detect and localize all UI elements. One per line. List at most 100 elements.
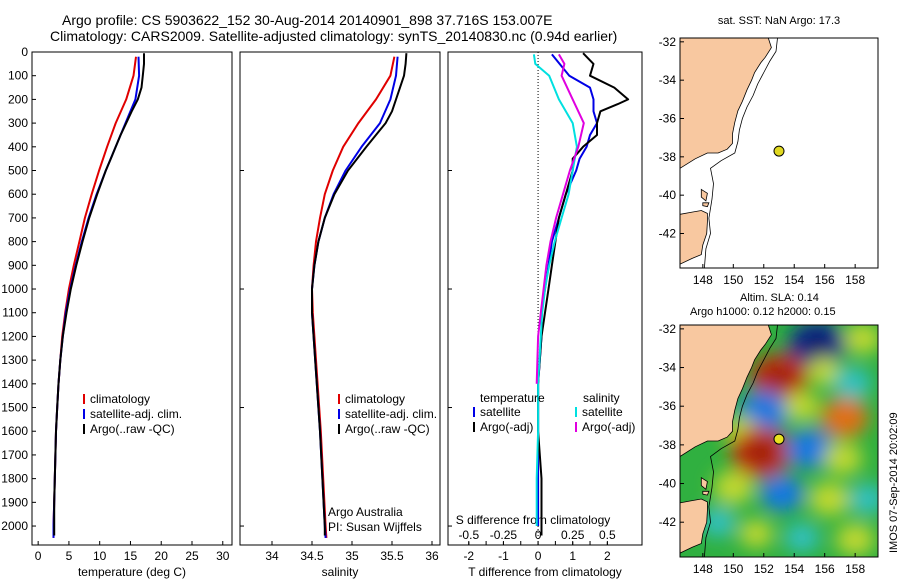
sla-anomaly (820, 398, 869, 438)
series-line-satellite-adj-clim- (52, 56, 141, 538)
legend-label: satellite (582, 405, 623, 419)
depth-tick-label: 200 (8, 92, 28, 106)
sla-anomaly (844, 325, 878, 355)
depth-tick-label: 0 (21, 45, 28, 59)
x-tick-label: 5 (66, 549, 73, 563)
sla-map-subtitle: Argo h1000: 0.12 h2000: 0.15 (690, 306, 836, 318)
sla-anomaly-core (745, 441, 776, 465)
depth-tick-label: 1200 (1, 329, 28, 343)
lat-tick-label: -34 (659, 361, 677, 375)
legend-label: Argo(-adj) (480, 420, 533, 434)
depth-tick-label: 1500 (1, 401, 28, 415)
sla-anomaly (712, 470, 754, 505)
depth-tick-label: 2000 (1, 519, 28, 533)
x-tick-label: 34.5 (300, 549, 324, 563)
legend-title-temperature: temperature (480, 391, 545, 405)
difference-x2label: S difference from climatology (456, 513, 611, 527)
lat-tick-label: -42 (659, 227, 677, 241)
salinity-frame (239, 51, 441, 546)
lat-tick-label: -38 (659, 438, 677, 452)
lon-tick-label: 156 (815, 273, 835, 287)
depth-tick-label: 1000 (1, 282, 28, 296)
lon-tick-label: 154 (784, 273, 804, 287)
x-tick-label: 36 (425, 549, 439, 563)
lat-tick-label: -42 (659, 515, 677, 529)
depth-tick-label: 1900 (1, 495, 28, 509)
x-tick-label: 15 (124, 549, 138, 563)
sst_map-frame (679, 37, 879, 269)
lat-tick-label: -32 (659, 35, 677, 49)
island-land (702, 490, 710, 496)
legend-label: satellite-adj. clim. (345, 407, 437, 421)
sla-map-title: Altim. SLA: 0.14 (740, 292, 819, 304)
argo-float-marker (773, 433, 785, 445)
depth-tick-label: 1300 (1, 353, 28, 367)
x-tick-label: -2 (463, 549, 474, 563)
temperature-frame (31, 51, 233, 546)
lat-tick-label: -32 (659, 322, 677, 336)
lon-tick-label: 158 (845, 273, 865, 287)
legend-label: Argo(..raw -QC) (90, 422, 175, 436)
lon-tick-label: 148 (693, 273, 713, 287)
sla-anomaly (835, 523, 875, 556)
lat-tick-label: -38 (659, 150, 677, 164)
argo-float-marker (773, 145, 785, 157)
isobath-line (704, 38, 778, 268)
salinity-xlabel: salinity (322, 565, 359, 579)
series-line-s-satellite (532, 54, 578, 526)
depth-tick-label: 900 (8, 258, 28, 272)
x-tick-label: 30 (216, 549, 230, 563)
timestamp-watermark: IMOS 07-Sep-2014 20:02:09 (888, 412, 900, 553)
lat-tick-label: -34 (659, 73, 677, 87)
island-land (700, 476, 708, 491)
difference-xlabel: T difference from climatology (468, 565, 622, 579)
difference-frame (447, 51, 643, 546)
lon-tick-label: 152 (754, 273, 774, 287)
lon-tick-label: 154 (784, 562, 804, 576)
sla-anomaly (807, 357, 842, 386)
sla_map-frame (679, 324, 879, 558)
island-land (700, 188, 708, 202)
island-land (702, 202, 710, 208)
sla-anomaly-core (802, 333, 832, 356)
lon-tick-label: 148 (693, 562, 713, 576)
sla-anomaly (783, 391, 820, 422)
sla-anomaly (759, 474, 805, 512)
series-line-t-satellite (537, 53, 598, 526)
depth-tick-label: 400 (8, 140, 28, 154)
x-tick-label: 10 (93, 549, 107, 563)
sla-anomaly (700, 507, 736, 538)
sla-anomaly (785, 428, 834, 469)
figure-title-line2: Climatology: CARS2009. Satellite-adjuste… (50, 28, 618, 44)
sla-anomaly-core (764, 366, 794, 389)
x2-tick-label: 0.25 (561, 528, 585, 542)
annotation-institution: Argo Australia (328, 505, 403, 519)
x-tick-label: 20 (155, 549, 169, 563)
x2-tick-label: 0.5 (599, 528, 616, 542)
x-tick-label: 35 (345, 549, 359, 563)
legend-label: climatology (345, 392, 405, 406)
tasmania-land (680, 210, 708, 268)
temperature-panel: 0100200300400500600700800900100011001200… (1, 45, 233, 579)
sla-anomaly (739, 519, 774, 548)
x-tick-label: 34 (265, 549, 279, 563)
depth-tick-label: 1400 (1, 377, 28, 391)
australia-land (680, 325, 772, 457)
australia-land (680, 38, 772, 169)
x-tick-label: 1 (569, 549, 576, 563)
depth-tick-label: 800 (8, 235, 28, 249)
sla-anomaly (823, 442, 863, 475)
legend-label: satellite (480, 405, 521, 419)
series-line-s-argo-adj- (535, 53, 585, 384)
lat-tick-label: -36 (659, 112, 677, 126)
legend-label: Argo(..raw -QC) (345, 422, 430, 436)
x-tick-label: 2 (604, 549, 611, 563)
annotation-pi: PI: Susan Wijffels (328, 520, 422, 534)
lat-tick-label: -40 (659, 477, 677, 491)
lat-tick-label: -40 (659, 188, 677, 202)
x2-tick-label: -0.5 (458, 528, 479, 542)
legend-label: climatology (90, 392, 150, 406)
sst-map-title: sat. SST: NaN Argo: 17.3 (718, 15, 840, 27)
depth-tick-label: 600 (8, 187, 28, 201)
